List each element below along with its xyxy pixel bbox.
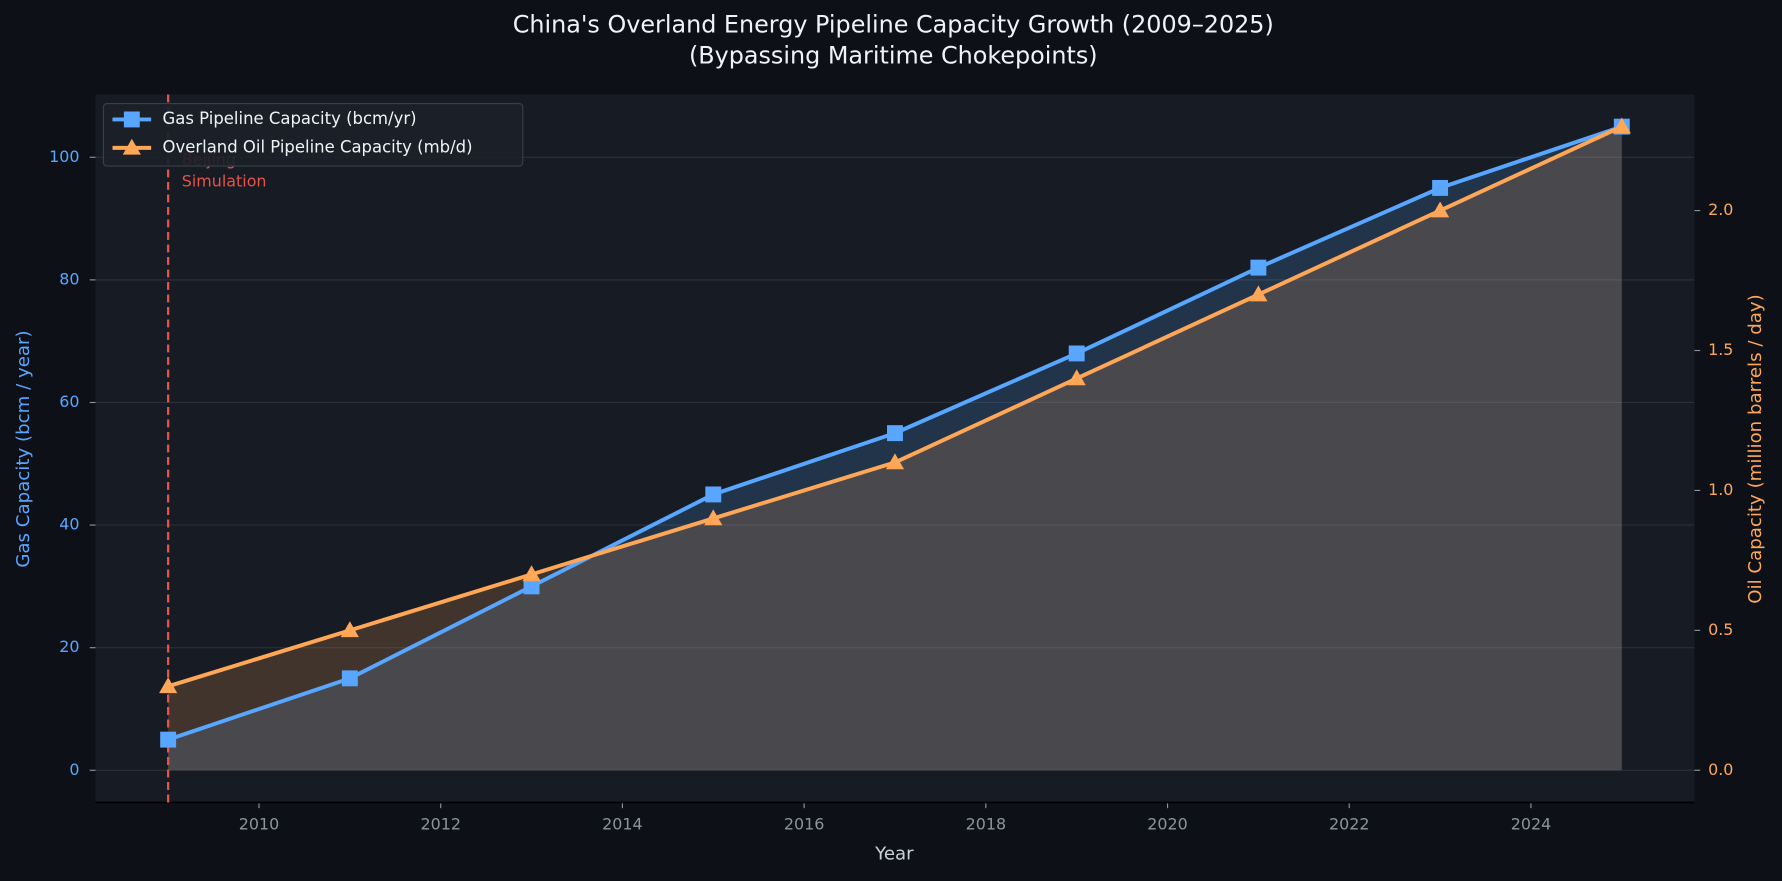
legend: Gas Pipeline Capacity (bcm/yr) Overland O… bbox=[102, 102, 524, 167]
x-tick-label: 2014 bbox=[602, 815, 642, 834]
marker bbox=[704, 509, 723, 526]
x-tick-label: 2016 bbox=[784, 815, 824, 834]
marker bbox=[1068, 345, 1085, 362]
marker bbox=[1432, 179, 1449, 196]
y-axis-label: Gas Capacity (bcm / year) bbox=[13, 330, 34, 567]
marker bbox=[340, 621, 359, 638]
marker bbox=[341, 670, 358, 687]
marker bbox=[1067, 369, 1086, 386]
plot-area bbox=[95, 94, 1695, 803]
marker bbox=[160, 731, 177, 748]
legend-label: Gas Pipeline Capacity (bcm/yr) bbox=[163, 109, 417, 128]
marker bbox=[159, 677, 178, 694]
y2-tick-label: 0.5 bbox=[1708, 620, 1733, 639]
legend-label: Overland Oil Pipeline Capacity (mb/d) bbox=[163, 137, 473, 156]
y-tick-label: 100 bbox=[49, 147, 79, 166]
marker bbox=[522, 565, 541, 582]
marker bbox=[885, 453, 905, 470]
marker bbox=[1612, 117, 1631, 134]
marker bbox=[123, 111, 140, 128]
x-tick-label: 2018 bbox=[966, 815, 1006, 834]
marker bbox=[122, 138, 141, 155]
chart-subtitle: (Bypassing Maritime Chokepoints) bbox=[689, 41, 1098, 69]
y-tick-label: 80 bbox=[59, 269, 79, 288]
marker bbox=[1431, 201, 1450, 218]
x-tick-label: 2010 bbox=[239, 815, 279, 834]
y2-tick-label: 1.5 bbox=[1708, 340, 1733, 359]
annotation-text: Simulation bbox=[182, 171, 267, 190]
y-tick-label: 60 bbox=[59, 392, 79, 411]
area-fill bbox=[168, 126, 1622, 771]
y2-tick-label: 0.0 bbox=[1708, 760, 1733, 779]
x-tick-label: 2022 bbox=[1329, 815, 1369, 834]
x-tick-label: 2024 bbox=[1511, 815, 1551, 834]
y-tick-label: 0 bbox=[69, 760, 79, 779]
y-tick-label: 40 bbox=[59, 515, 79, 534]
x-axis-label: Year bbox=[874, 844, 914, 865]
marker bbox=[523, 578, 540, 595]
legend-box bbox=[102, 102, 524, 167]
marker bbox=[1249, 285, 1268, 302]
marker bbox=[705, 486, 722, 503]
chart-title: China's Overland Energy Pipeline Capacit… bbox=[513, 11, 1274, 39]
marker bbox=[887, 425, 903, 442]
plot-layer: 0 20 40 60 80 100 0.0 0.5 1.0 1.5 2.0 2010 2012 2014 2… bbox=[49, 94, 1733, 834]
y2-tick-label: 1.0 bbox=[1708, 480, 1733, 499]
y-tick-label: 20 bbox=[59, 637, 79, 656]
x-tick-label: 2020 bbox=[1147, 815, 1187, 834]
x-tick-label: 2012 bbox=[420, 815, 460, 834]
marker bbox=[1250, 259, 1267, 276]
y2-axis-label: Oil Capacity (million barrels / day) bbox=[1745, 294, 1766, 604]
y2-tick-label: 2.0 bbox=[1708, 200, 1733, 219]
